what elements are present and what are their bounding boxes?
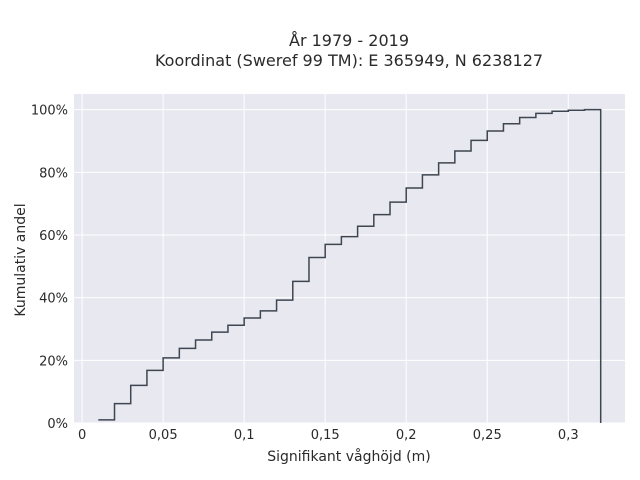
x-tick-label: 0,05 — [149, 428, 178, 443]
plot-area — [74, 94, 625, 423]
chart-title-line-2: Koordinat (Sweref 99 TM): E 365949, N 62… — [155, 51, 543, 70]
y-tick-label: 0% — [47, 417, 68, 432]
x-tick-label: 0,3 — [558, 428, 579, 443]
y-tick-label: 100% — [31, 104, 68, 119]
cumulative-step-line — [98, 108, 602, 423]
x-axis-label: Signifikant våghöjd (m) — [267, 448, 430, 465]
x-tick-label: 0,1 — [234, 428, 255, 443]
y-tick-label: 80% — [39, 166, 68, 181]
chart-title-line-1: År 1979 - 2019 — [289, 31, 409, 50]
grid-lines — [74, 94, 625, 424]
x-tick-label: 0,2 — [396, 428, 417, 443]
x-tick-label: 0,25 — [473, 428, 502, 443]
y-tick-label: 20% — [39, 354, 68, 369]
x-tick-label: 0,15 — [311, 428, 340, 443]
x-tick-label: 0 — [78, 428, 86, 443]
x-axis-ticks: 0 0,05 0,1 0,15 0,2 0,25 0,3 — [78, 428, 579, 443]
y-axis-label: Kumulativ andel — [13, 203, 29, 316]
y-tick-label: 40% — [39, 292, 68, 307]
y-axis-ticks: 0% 20% 40% 60% 80% 100% — [31, 104, 68, 432]
y-tick-label: 60% — [39, 229, 68, 244]
